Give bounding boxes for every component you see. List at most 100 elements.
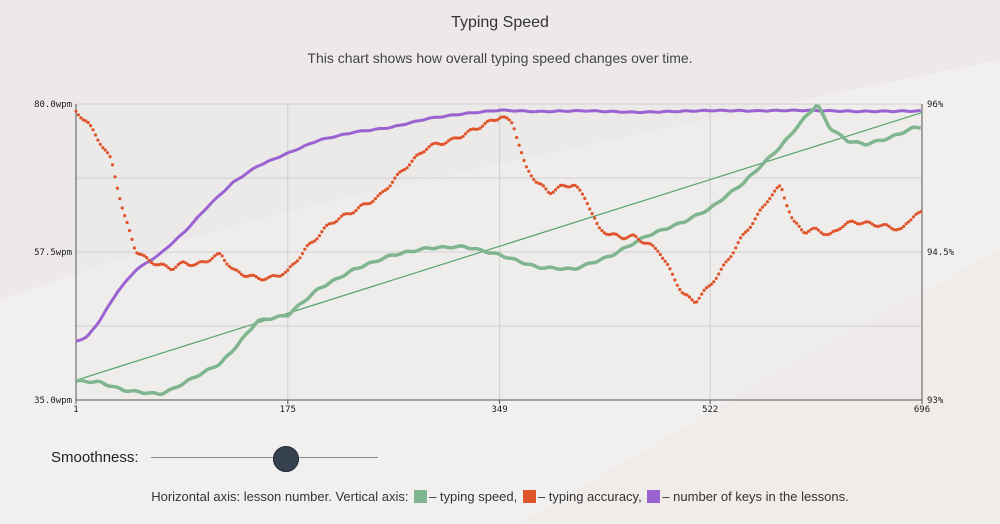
keys-swatch <box>647 490 661 503</box>
keys-series-line <box>75 108 921 343</box>
accuracy-point <box>361 202 365 206</box>
accuracy-point <box>590 212 594 216</box>
y-right-tick-label: 94.5% <box>927 248 955 258</box>
accuracy-point <box>366 202 370 206</box>
accuracy-point <box>846 220 850 224</box>
accuracy-point <box>488 118 492 122</box>
accuracy-point <box>293 261 297 265</box>
accuracy-point <box>425 147 429 151</box>
accuracy-point <box>610 232 614 236</box>
accuracy-point <box>201 260 205 264</box>
series-layer <box>74 104 923 397</box>
accuracy-point <box>227 264 231 269</box>
accuracy-point <box>359 203 363 207</box>
chart-title: Typing Speed <box>451 14 549 31</box>
accuracy-point <box>563 184 567 188</box>
accuracy-point <box>315 237 319 241</box>
accuracy-point <box>510 121 514 125</box>
accuracy-point <box>89 124 93 128</box>
accuracy-point <box>578 188 582 192</box>
accuracy-point <box>765 200 770 204</box>
accuracy-point <box>595 221 599 226</box>
accuracy-point <box>502 115 507 119</box>
accuracy-point <box>444 141 448 145</box>
accuracy-point <box>695 300 699 304</box>
accuracy-point <box>851 219 855 223</box>
accuracy-point <box>147 258 151 262</box>
accuracy-point <box>334 219 339 223</box>
accuracy-point <box>758 208 762 212</box>
accuracy-point <box>322 226 326 230</box>
y-left-tick-label: 57.5wpm <box>34 248 72 258</box>
accuracy-point <box>678 287 682 292</box>
accuracy-point <box>98 142 102 146</box>
accuracy-point <box>612 232 616 236</box>
accuracy-point <box>687 295 692 299</box>
accuracy-point <box>442 142 446 146</box>
accuracy-point <box>123 214 127 218</box>
accuracy-point <box>478 126 482 130</box>
accuracy-point <box>471 127 475 131</box>
accuracy-point <box>914 212 918 216</box>
accuracy-point <box>880 223 884 227</box>
accuracy-point <box>799 228 804 232</box>
accuracy-point <box>400 169 404 173</box>
accuracy-point <box>919 210 923 214</box>
accuracy-point <box>351 211 356 215</box>
accuracy-point <box>624 236 628 240</box>
accuracy-series-points <box>74 109 923 304</box>
accuracy-point <box>349 212 353 216</box>
accuracy-point <box>369 201 373 205</box>
accuracy-point <box>313 239 317 243</box>
accuracy-point <box>865 220 869 224</box>
accuracy-point <box>188 264 192 268</box>
legend-keys: – number of keys in the lessons. <box>662 489 849 504</box>
smoothness-slider-thumb[interactable] <box>272 446 299 472</box>
accuracy-point <box>157 263 161 267</box>
accuracy-point <box>519 151 524 155</box>
accuracy-point <box>641 241 645 245</box>
accuracy-point <box>278 274 283 278</box>
accuracy-point <box>498 116 502 120</box>
accuracy-point <box>726 257 731 261</box>
accuracy-point <box>622 237 626 241</box>
accuracy-point <box>242 274 246 278</box>
accuracy-point <box>393 176 397 180</box>
accuracy-point <box>868 220 872 224</box>
x-tick-label: 1 <box>73 405 78 415</box>
speed-swatch <box>414 490 428 503</box>
accuracy-point <box>108 155 112 159</box>
accuracy-point <box>585 202 589 206</box>
accuracy-point <box>875 224 879 228</box>
accuracy-point <box>264 277 268 281</box>
accuracy-point <box>378 192 382 196</box>
accuracy-point <box>593 216 597 220</box>
accuracy-point <box>617 234 621 238</box>
accuracy-point <box>437 142 441 146</box>
accuracy-point <box>79 116 83 120</box>
accuracy-point <box>507 118 511 122</box>
accuracy-point <box>770 193 774 197</box>
accuracy-point <box>892 228 896 232</box>
accuracy-point <box>804 231 809 235</box>
accuracy-point <box>415 153 419 157</box>
accuracy-point <box>118 197 122 201</box>
accuracy-point <box>93 133 98 137</box>
accuracy-point <box>454 136 458 140</box>
accuracy-point <box>128 229 132 233</box>
x-tick-label: 522 <box>702 405 718 415</box>
accuracy-point <box>132 246 136 250</box>
accuracy-point <box>288 265 292 269</box>
accuracy-point <box>381 190 385 194</box>
accuracy-point <box>658 252 662 257</box>
smoothness-slider-track[interactable] <box>151 457 378 458</box>
y-left-tick-label: 35.0wpm <box>34 396 72 406</box>
accuracy-point <box>714 276 718 280</box>
accuracy-point <box>824 233 828 237</box>
accuracy-point <box>325 223 329 227</box>
accuracy-point <box>524 165 529 169</box>
accuracy-point <box>812 226 816 230</box>
accuracy-point <box>420 151 424 155</box>
accuracy-point <box>417 152 421 156</box>
accuracy-point <box>310 240 314 244</box>
